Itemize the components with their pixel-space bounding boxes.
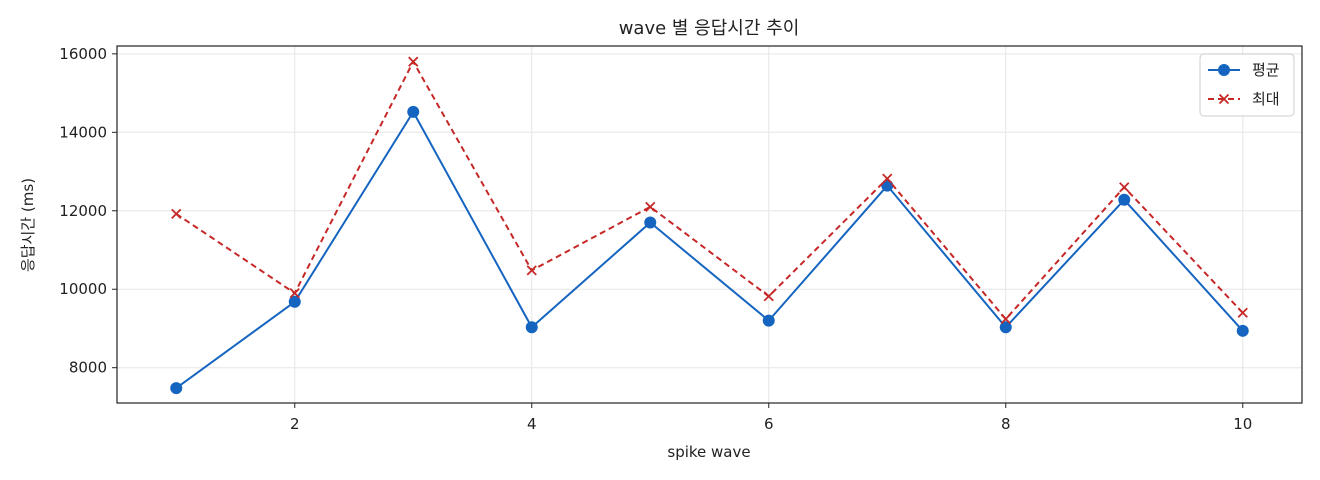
data-point <box>407 105 420 118</box>
y-tick-label: 16000 <box>59 45 107 63</box>
y-tick-label: 8000 <box>69 359 107 377</box>
legend-label: 최대 <box>1252 90 1280 108</box>
data-point <box>170 382 183 395</box>
x-axis-ticks: 2 4 6 8 10 <box>290 403 1252 433</box>
series-1 <box>170 105 1249 395</box>
data-point <box>999 321 1012 334</box>
data-point <box>1118 193 1131 206</box>
series-line <box>175 60 1244 321</box>
series-layer <box>170 56 1249 395</box>
data-point <box>644 216 657 229</box>
x-tick-label: 2 <box>290 415 300 433</box>
legend-box <box>1199 53 1295 117</box>
data-point <box>882 173 893 184</box>
data-point <box>526 265 537 276</box>
y-axis-title: 응답시간 (ms) <box>19 178 37 272</box>
data-point <box>1237 307 1248 318</box>
legend-item-1: 평균 <box>1208 61 1280 79</box>
data-point <box>763 291 774 302</box>
x-tick-label: 6 <box>764 415 774 433</box>
y-tick-label: 14000 <box>59 123 107 141</box>
legend-label: 평균 <box>1252 61 1280 79</box>
data-point <box>1236 324 1249 337</box>
data-point <box>1119 182 1130 193</box>
x-axis-title: spike wave <box>667 443 750 461</box>
plot-frame <box>116 45 1303 404</box>
x-tick-label: 4 <box>527 415 537 433</box>
legend-marker <box>1218 93 1230 105</box>
data-point <box>171 208 182 220</box>
data-point <box>289 288 300 299</box>
data-point <box>762 314 775 327</box>
data-point <box>645 201 656 212</box>
y-tick-label: 12000 <box>59 202 107 220</box>
data-point <box>288 295 301 308</box>
data-point <box>408 56 419 67</box>
y-axis-ticks: 8000 10000 12000 14000 16000 <box>59 45 117 377</box>
grid <box>117 46 1302 403</box>
x-tick-label: 10 <box>1233 415 1252 433</box>
data-point <box>1000 313 1011 325</box>
y-tick-label: 10000 <box>59 280 107 298</box>
data-point <box>525 321 538 334</box>
legend-item-2: 최대 <box>1208 90 1280 108</box>
series-2 <box>171 56 1248 325</box>
chart-title: wave 별 응답시간 추이 <box>619 18 800 39</box>
legend-marker <box>1218 64 1230 76</box>
series-line <box>175 110 1244 389</box>
x-tick-label: 8 <box>1001 415 1011 433</box>
